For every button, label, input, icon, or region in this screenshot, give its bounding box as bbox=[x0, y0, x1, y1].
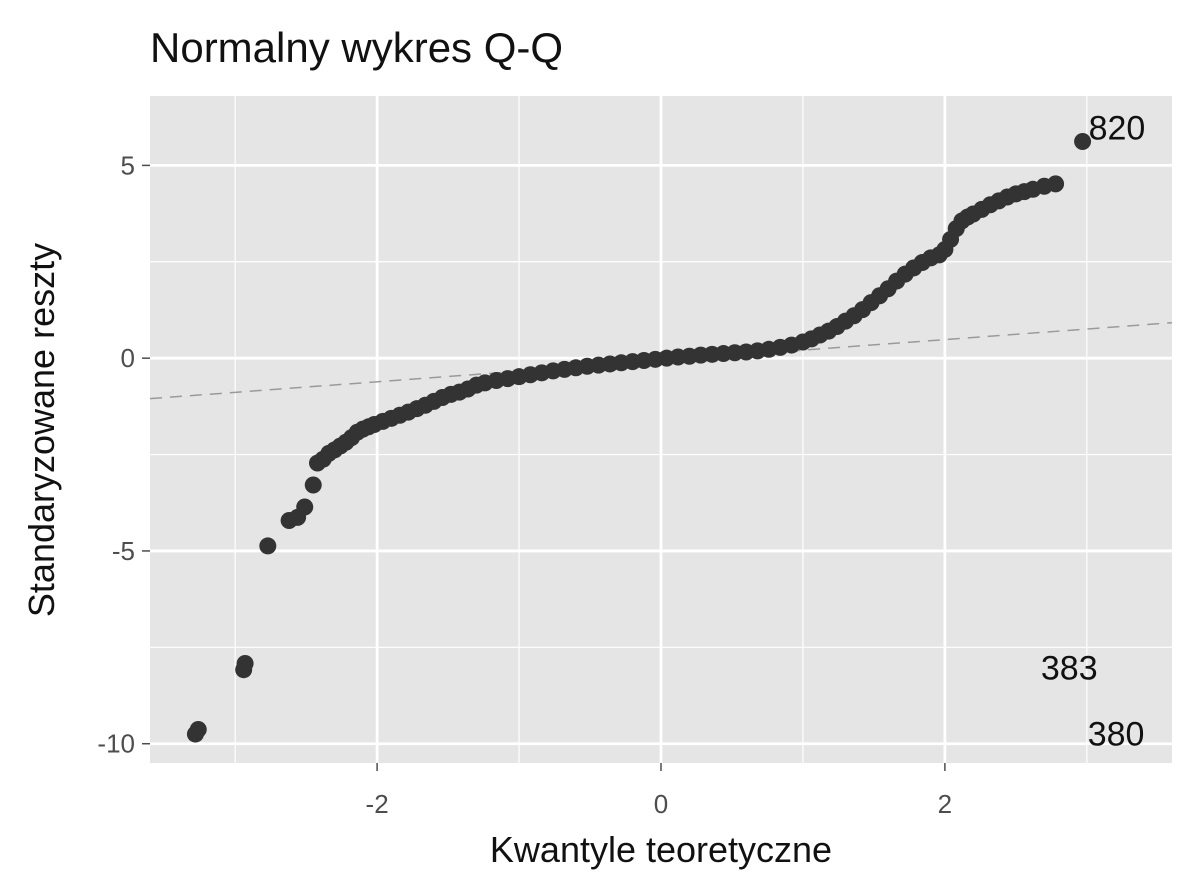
x-axis-label: Kwantyle teoretyczne bbox=[490, 829, 832, 870]
y-axis-label: Standaryzowane reszty bbox=[21, 243, 62, 617]
qq-point bbox=[304, 476, 322, 494]
y-tick-label: -10 bbox=[97, 729, 135, 759]
y-tick-label: 5 bbox=[121, 150, 135, 180]
y-tick-labels: -10 -5 0 5 bbox=[97, 150, 150, 759]
point-label: 383 bbox=[1041, 650, 1098, 688]
x-tick-label: 2 bbox=[938, 789, 952, 819]
point-label: 380 bbox=[1088, 715, 1145, 753]
qq-reference-line bbox=[149, 321, 1173, 400]
x-tick-label: -2 bbox=[366, 789, 389, 819]
qq-point bbox=[236, 655, 254, 673]
qq-point bbox=[1047, 175, 1065, 193]
y-tick-label: -5 bbox=[112, 536, 135, 566]
qq-point bbox=[1074, 132, 1092, 150]
y-tick-label: 0 bbox=[121, 343, 135, 373]
qq-point bbox=[189, 720, 207, 738]
point-label: 820 bbox=[1089, 109, 1146, 147]
x-tick-label: 0 bbox=[654, 789, 668, 819]
points-layer bbox=[186, 132, 1092, 743]
point-annotations: 820 383 380 bbox=[1041, 109, 1145, 753]
grid-layer bbox=[150, 96, 1172, 763]
qq-point bbox=[296, 498, 314, 516]
reference-line-layer bbox=[149, 321, 1173, 400]
x-tick-labels: -2 0 2 bbox=[366, 763, 952, 819]
qq-point bbox=[259, 537, 277, 555]
chart-title: Normalny wykres Q-Q bbox=[150, 24, 563, 71]
